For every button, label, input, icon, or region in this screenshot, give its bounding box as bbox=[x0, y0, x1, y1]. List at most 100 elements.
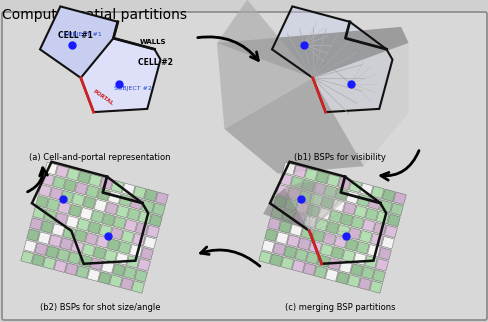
Polygon shape bbox=[99, 224, 112, 237]
Polygon shape bbox=[336, 272, 348, 284]
Polygon shape bbox=[146, 225, 159, 238]
Polygon shape bbox=[144, 189, 157, 202]
Polygon shape bbox=[269, 162, 386, 264]
Polygon shape bbox=[386, 214, 400, 227]
Polygon shape bbox=[60, 238, 73, 250]
Polygon shape bbox=[107, 239, 120, 251]
Polygon shape bbox=[112, 264, 125, 276]
Text: (b1) BSPs for visibility: (b1) BSPs for visibility bbox=[293, 153, 385, 162]
Polygon shape bbox=[85, 232, 98, 245]
Polygon shape bbox=[367, 197, 380, 210]
Polygon shape bbox=[284, 246, 296, 258]
Polygon shape bbox=[71, 241, 84, 253]
Polygon shape bbox=[330, 247, 344, 259]
Polygon shape bbox=[300, 227, 313, 239]
Polygon shape bbox=[52, 224, 64, 236]
Polygon shape bbox=[263, 188, 308, 231]
Polygon shape bbox=[87, 269, 100, 281]
Polygon shape bbox=[298, 190, 311, 203]
Polygon shape bbox=[364, 256, 377, 268]
Polygon shape bbox=[68, 252, 81, 264]
Polygon shape bbox=[312, 182, 325, 195]
Polygon shape bbox=[346, 191, 358, 204]
Polygon shape bbox=[77, 219, 90, 231]
Polygon shape bbox=[217, 27, 408, 78]
Polygon shape bbox=[74, 230, 87, 242]
Polygon shape bbox=[134, 270, 147, 282]
Polygon shape bbox=[308, 182, 346, 231]
Polygon shape bbox=[270, 207, 283, 219]
Polygon shape bbox=[347, 227, 360, 240]
Polygon shape bbox=[217, 0, 312, 129]
Polygon shape bbox=[36, 195, 48, 208]
Polygon shape bbox=[297, 238, 310, 250]
Polygon shape bbox=[345, 239, 357, 251]
Polygon shape bbox=[269, 254, 282, 267]
Polygon shape bbox=[289, 224, 302, 236]
Polygon shape bbox=[76, 266, 89, 279]
Polygon shape bbox=[50, 187, 62, 200]
Text: CELL #1: CELL #1 bbox=[58, 31, 92, 40]
Polygon shape bbox=[123, 267, 136, 279]
Polygon shape bbox=[320, 244, 332, 256]
Polygon shape bbox=[115, 253, 128, 265]
Polygon shape bbox=[24, 240, 37, 252]
Polygon shape bbox=[110, 227, 123, 240]
Polygon shape bbox=[143, 236, 156, 249]
Polygon shape bbox=[384, 225, 397, 238]
Polygon shape bbox=[75, 182, 87, 195]
Polygon shape bbox=[54, 260, 67, 272]
Polygon shape bbox=[320, 196, 333, 209]
Polygon shape bbox=[317, 207, 330, 220]
Polygon shape bbox=[315, 171, 328, 184]
Polygon shape bbox=[138, 211, 151, 224]
Polygon shape bbox=[360, 183, 372, 196]
Polygon shape bbox=[41, 174, 54, 186]
Polygon shape bbox=[83, 196, 96, 209]
Polygon shape bbox=[44, 162, 57, 175]
Text: PORTAL: PORTAL bbox=[92, 89, 114, 107]
Polygon shape bbox=[340, 213, 352, 226]
Polygon shape bbox=[326, 174, 339, 187]
Polygon shape bbox=[373, 222, 386, 235]
Polygon shape bbox=[347, 275, 360, 287]
Polygon shape bbox=[111, 180, 123, 193]
Polygon shape bbox=[65, 263, 78, 275]
Polygon shape bbox=[93, 247, 106, 259]
Polygon shape bbox=[89, 174, 102, 187]
Polygon shape bbox=[314, 219, 327, 231]
Polygon shape bbox=[356, 242, 368, 254]
Polygon shape bbox=[63, 179, 77, 192]
Polygon shape bbox=[353, 205, 366, 218]
Polygon shape bbox=[301, 179, 314, 192]
Polygon shape bbox=[292, 213, 305, 225]
Text: WALLS: WALLS bbox=[140, 39, 166, 45]
Polygon shape bbox=[141, 200, 154, 213]
Polygon shape bbox=[66, 216, 79, 228]
Polygon shape bbox=[155, 192, 168, 204]
Polygon shape bbox=[79, 255, 92, 267]
Polygon shape bbox=[38, 232, 51, 244]
Polygon shape bbox=[284, 199, 297, 211]
Polygon shape bbox=[284, 182, 317, 231]
Polygon shape bbox=[30, 218, 42, 230]
Polygon shape bbox=[309, 194, 322, 206]
Polygon shape bbox=[121, 231, 134, 243]
Polygon shape bbox=[343, 202, 355, 215]
Polygon shape bbox=[96, 236, 109, 248]
Polygon shape bbox=[118, 242, 131, 254]
Polygon shape bbox=[43, 257, 56, 270]
Polygon shape bbox=[271, 6, 392, 112]
Polygon shape bbox=[303, 263, 315, 275]
Polygon shape bbox=[358, 278, 371, 290]
Polygon shape bbox=[273, 195, 286, 208]
Polygon shape bbox=[311, 230, 324, 242]
Polygon shape bbox=[124, 219, 137, 232]
Polygon shape bbox=[152, 203, 165, 216]
Polygon shape bbox=[104, 250, 117, 262]
Polygon shape bbox=[32, 162, 148, 264]
Polygon shape bbox=[356, 194, 369, 207]
Polygon shape bbox=[393, 192, 406, 204]
Polygon shape bbox=[39, 185, 51, 197]
Polygon shape bbox=[291, 260, 304, 272]
